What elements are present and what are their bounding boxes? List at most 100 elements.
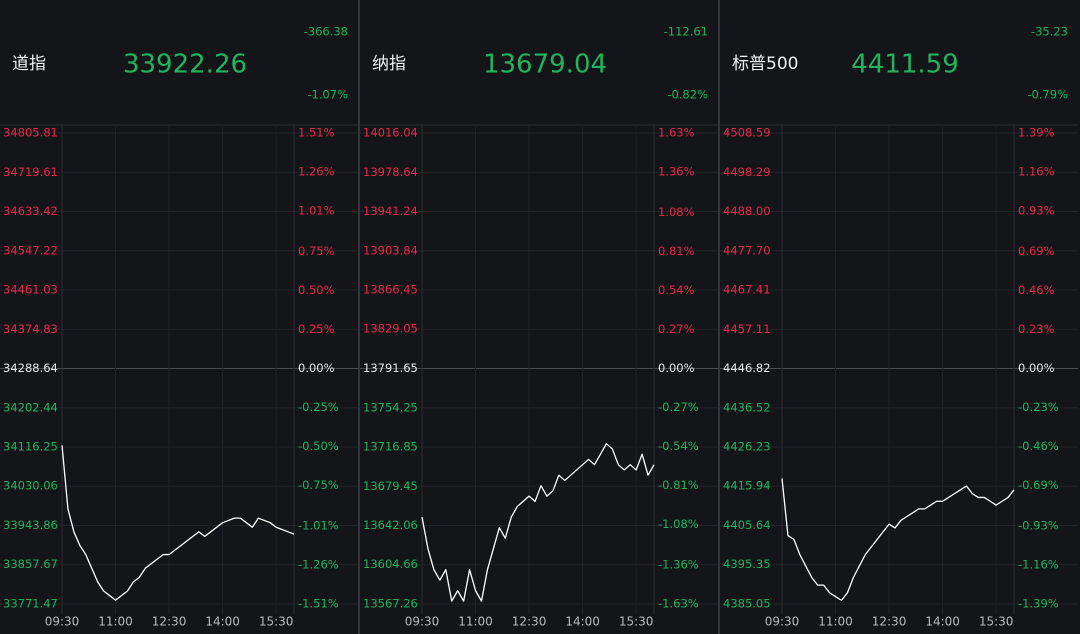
y2-tick-label: 1.26% (298, 164, 335, 178)
y-tick-label: 4426.23 (723, 440, 771, 454)
y-tick-label: 34461.03 (3, 283, 58, 297)
y-tick-label: 34805.81 (3, 126, 58, 140)
y2-tick-label: -1.36% (658, 557, 699, 571)
y2-tick-label: 1.51% (298, 126, 335, 140)
y2-tick-label: 1.63% (658, 126, 695, 140)
index-change-pct: -1.07% (307, 88, 348, 102)
y-tick-label: 33943.86 (3, 518, 58, 532)
x-tick-label: 14:00 (925, 615, 960, 629)
y-tick-label: 13716.85 (363, 440, 418, 454)
y-tick-label: 34719.61 (3, 165, 58, 179)
x-tick-label: 11:00 (98, 615, 133, 629)
y-tick-label: 4405.64 (723, 518, 771, 532)
y-tick-label: 34030.06 (3, 479, 58, 493)
y2-tick-label: 1.01% (298, 203, 335, 217)
y-tick-label: 13903.84 (363, 243, 418, 257)
y-tick-label: 34374.83 (3, 322, 58, 336)
y2-tick-label: -1.26% (298, 558, 339, 572)
y2-tick-label: -1.51% (298, 597, 339, 611)
y2-tick-label: -1.16% (1018, 558, 1059, 572)
x-tick-label: 14:00 (565, 615, 600, 629)
y2-tick-label: 0.69% (1018, 244, 1055, 258)
y-tick-label: 34547.22 (3, 243, 58, 257)
y2-tick-label: 0.27% (658, 322, 695, 336)
y-tick-label: 13642.06 (363, 518, 418, 532)
index-price: 33922.26 (123, 50, 247, 80)
y-tick-label: 13754.25 (363, 400, 418, 414)
y-tick-label: 4385.05 (723, 597, 771, 611)
price-line (61, 445, 295, 601)
y2-tick-label: 1.39% (1018, 126, 1055, 140)
y2-tick-label: 0.75% (298, 244, 335, 258)
y2-tick-label: 0.00% (298, 361, 335, 375)
y-tick-label: 13978.64 (363, 165, 418, 179)
price-line (421, 443, 655, 602)
y-tick-label: 4498.29 (723, 165, 771, 179)
y2-tick-label: -0.50% (298, 439, 339, 453)
y-tick-label: 13829.05 (363, 322, 418, 336)
y2-tick-label: -0.46% (1018, 439, 1059, 453)
index-change: -366.38 (304, 25, 348, 39)
x-tick-label: 15:30 (619, 615, 654, 629)
index-change-pct: -0.82% (667, 88, 708, 102)
index-change: -112.61 (664, 25, 708, 39)
y-tick-label: 14016.04 (363, 126, 418, 140)
y2-tick-label: -0.93% (1018, 519, 1059, 533)
y2-tick-label: 1.36% (658, 165, 695, 179)
index-price: 13679.04 (483, 50, 607, 80)
y2-tick-label: 0.46% (1018, 283, 1055, 297)
index-price: 4411.59 (851, 50, 959, 80)
y-tick-label: 13679.45 (363, 479, 418, 493)
y2-tick-label: -1.39% (1018, 597, 1059, 611)
y2-tick-label: 1.16% (1018, 164, 1055, 178)
y-tick-label: 34116.25 (3, 440, 58, 454)
y2-tick-label: 0.23% (1018, 322, 1055, 336)
index-change: -35.23 (1031, 25, 1068, 39)
x-tick-label: 09:30 (45, 615, 80, 629)
x-tick-label: 11:00 (458, 615, 493, 629)
y-tick-label: 13866.45 (363, 282, 418, 296)
y2-tick-label: 1.08% (658, 205, 695, 219)
y-tick-label: 13791.65 (363, 361, 418, 375)
y-tick-label: 4436.52 (723, 400, 771, 414)
y-tick-label: 34633.42 (3, 204, 58, 218)
y2-tick-label: -0.54% (658, 439, 699, 453)
y2-tick-label: 0.54% (658, 283, 695, 297)
y2-tick-label: -0.81% (658, 478, 699, 492)
y2-tick-label: -0.69% (1018, 478, 1059, 492)
y2-tick-label: 0.00% (1018, 361, 1055, 375)
y-tick-label: 4508.59 (723, 126, 771, 140)
y2-tick-label: 0.25% (298, 322, 335, 336)
y2-tick-label: -1.01% (298, 519, 339, 533)
y2-tick-label: -0.27% (658, 400, 699, 414)
x-tick-label: 09:30 (765, 615, 800, 629)
x-tick-label: 15:30 (259, 615, 294, 629)
y-tick-label: 33771.47 (3, 597, 58, 611)
price-line (781, 478, 1015, 602)
y-tick-label: 4395.35 (723, 557, 771, 571)
x-tick-label: 12:30 (872, 615, 907, 629)
y2-tick-label: -0.75% (298, 478, 339, 492)
y-tick-label: 33857.67 (3, 557, 58, 571)
index-name: 道指 (12, 54, 46, 74)
y-tick-label: 4488.00 (723, 204, 771, 218)
x-tick-label: 09:30 (405, 615, 440, 629)
x-tick-label: 12:30 (512, 615, 547, 629)
y2-tick-label: -0.25% (298, 400, 339, 414)
x-tick-label: 14:00 (205, 615, 240, 629)
index-name: 纳指 (372, 54, 406, 74)
index-name: 标普500 (732, 54, 798, 74)
x-tick-label: 11:00 (818, 615, 853, 629)
y2-tick-label: 0.50% (298, 283, 335, 297)
x-tick-label: 12:30 (152, 615, 187, 629)
y-tick-label: 4467.41 (723, 283, 771, 297)
y2-tick-label: 0.00% (658, 361, 695, 375)
index-change-pct: -0.79% (1027, 88, 1068, 102)
y2-tick-label: 0.81% (658, 244, 695, 258)
y-tick-label: 4446.82 (723, 361, 771, 375)
y-tick-label: 13567.26 (363, 597, 418, 611)
y-tick-label: 4415.94 (723, 479, 771, 493)
y-tick-label: 34288.64 (3, 361, 58, 375)
